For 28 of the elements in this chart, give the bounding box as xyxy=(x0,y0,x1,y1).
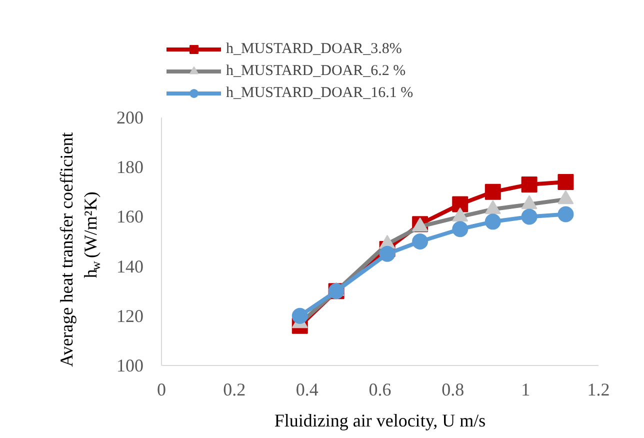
x-tick-label: 0.6 xyxy=(368,380,392,400)
point xyxy=(452,221,468,238)
x-axis-title: Fluidizing air velocity, U m/s xyxy=(274,410,486,430)
x-tick-label: 1 xyxy=(521,380,530,400)
point xyxy=(484,214,501,230)
x-tick-label: 0.4 xyxy=(296,380,318,400)
y-tick-label: 200 xyxy=(116,108,144,128)
legend-label: h_MUSTARD_DOAR_6.2 % xyxy=(226,62,406,80)
y-tick-label: 120 xyxy=(116,306,144,326)
y-tick-label: 100 xyxy=(116,356,144,376)
point xyxy=(558,206,574,222)
x-tick-label: 0 xyxy=(157,380,166,400)
x-tick-label: 0.2 xyxy=(223,380,246,400)
legend-label: h_MUSTARD_DOAR_3.8% xyxy=(226,40,402,58)
point xyxy=(379,246,396,262)
x-tick-label: 0.8 xyxy=(442,380,464,400)
x-tick-label: 1.2 xyxy=(587,380,610,400)
point xyxy=(521,208,538,225)
point xyxy=(412,234,428,250)
y-tick-label: 140 xyxy=(116,256,144,276)
legend-label: h_MUSTARD_DOAR_16.1 % xyxy=(226,84,414,102)
point xyxy=(484,184,501,200)
point xyxy=(292,308,308,324)
point xyxy=(521,176,538,192)
point xyxy=(452,196,468,212)
point xyxy=(558,174,574,190)
y-tick-label: 180 xyxy=(116,157,144,178)
y-tick-label: 160 xyxy=(116,206,144,227)
